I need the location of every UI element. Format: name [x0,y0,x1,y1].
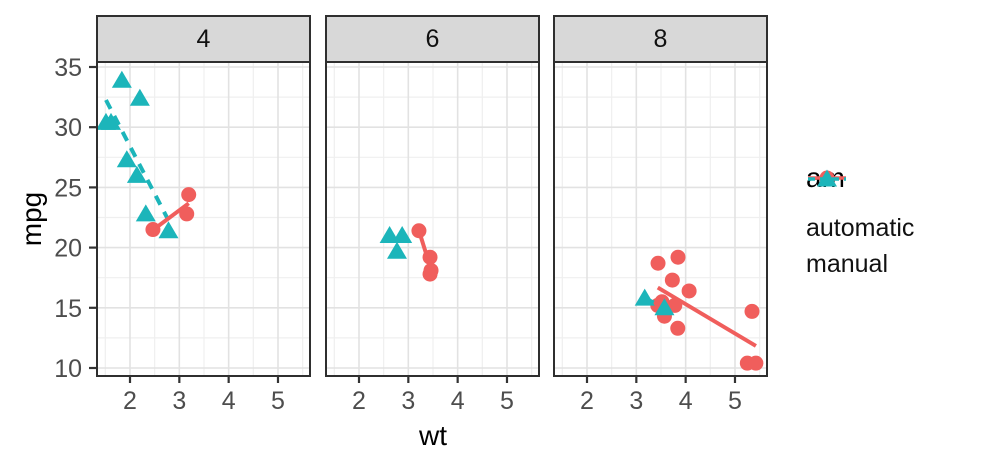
legend-label-manual: manual [806,249,888,278]
data-point-automatic [650,255,666,271]
trend-line-manual [643,296,666,310]
trend-line-manual [389,237,403,244]
y-tick-label: 10 [54,355,82,383]
data-point-automatic [664,272,680,288]
data-point-manual [116,150,137,168]
data-point-manual [126,165,147,183]
x-tick-label: 2 [580,387,594,415]
x-tick-label: 5 [728,387,742,415]
x-tick-label: 2 [352,387,366,415]
data-point-manual [95,112,116,130]
data-point-automatic [744,303,760,319]
data-point-automatic [422,266,438,282]
trend-line-manual [104,99,171,222]
y-axis-title: mpg [16,191,47,247]
legend-entry-manual: manual [806,169,914,280]
x-tick-label: 5 [500,387,514,415]
facet-strip [96,15,311,63]
y-tick-label: 30 [54,114,82,142]
legend: am automatic manual [806,162,914,284]
legend-label-automatic: automatic [806,213,915,242]
x-tick-label: 5 [271,387,285,415]
data-point-automatic [670,320,686,336]
x-tick-label: 3 [172,387,186,415]
data-point-manual [111,70,132,88]
x-axis-title: wt [419,420,447,451]
y-tick-label: 25 [54,174,82,202]
data-point-manual [386,241,407,259]
x-tick-label: 3 [629,387,643,415]
data-point-automatic [181,187,197,203]
facet-panel-8: 2 3 4 5 [553,15,768,415]
data-point-automatic [681,283,697,299]
facet-strip [553,15,768,63]
data-point-manual [392,226,413,244]
y-tick-label: 35 [54,54,82,82]
data-point-automatic [748,355,764,371]
manual-key-icon [808,169,846,187]
facet-panel-4: 2 3 4 5 [95,15,311,415]
manual-key-point [817,169,837,187]
x-tick-label: 2 [123,387,137,415]
legend-entries: automatic manual [806,169,915,280]
x-tick-label: 4 [222,387,236,415]
data-point-automatic [670,249,686,265]
data-point-manual [158,221,179,239]
facet-strip [325,15,540,63]
facet-panel-6: 2 3 4 5 [325,15,540,415]
x-tick-label: 3 [401,387,415,415]
x-tick-label: 4 [451,387,465,415]
y-tick-label: 20 [54,235,82,263]
data-point-manual [129,88,150,106]
data-point-manual [135,204,156,222]
legend-entry-automatic: automatic [806,170,915,244]
x-tick-label: 4 [679,387,693,415]
trend-line-automatic [656,285,757,348]
data-point-automatic [179,206,195,222]
trend-line-automatic [417,230,433,270]
y-tick-label: 15 [54,295,82,323]
trend-line-automatic [151,201,190,232]
